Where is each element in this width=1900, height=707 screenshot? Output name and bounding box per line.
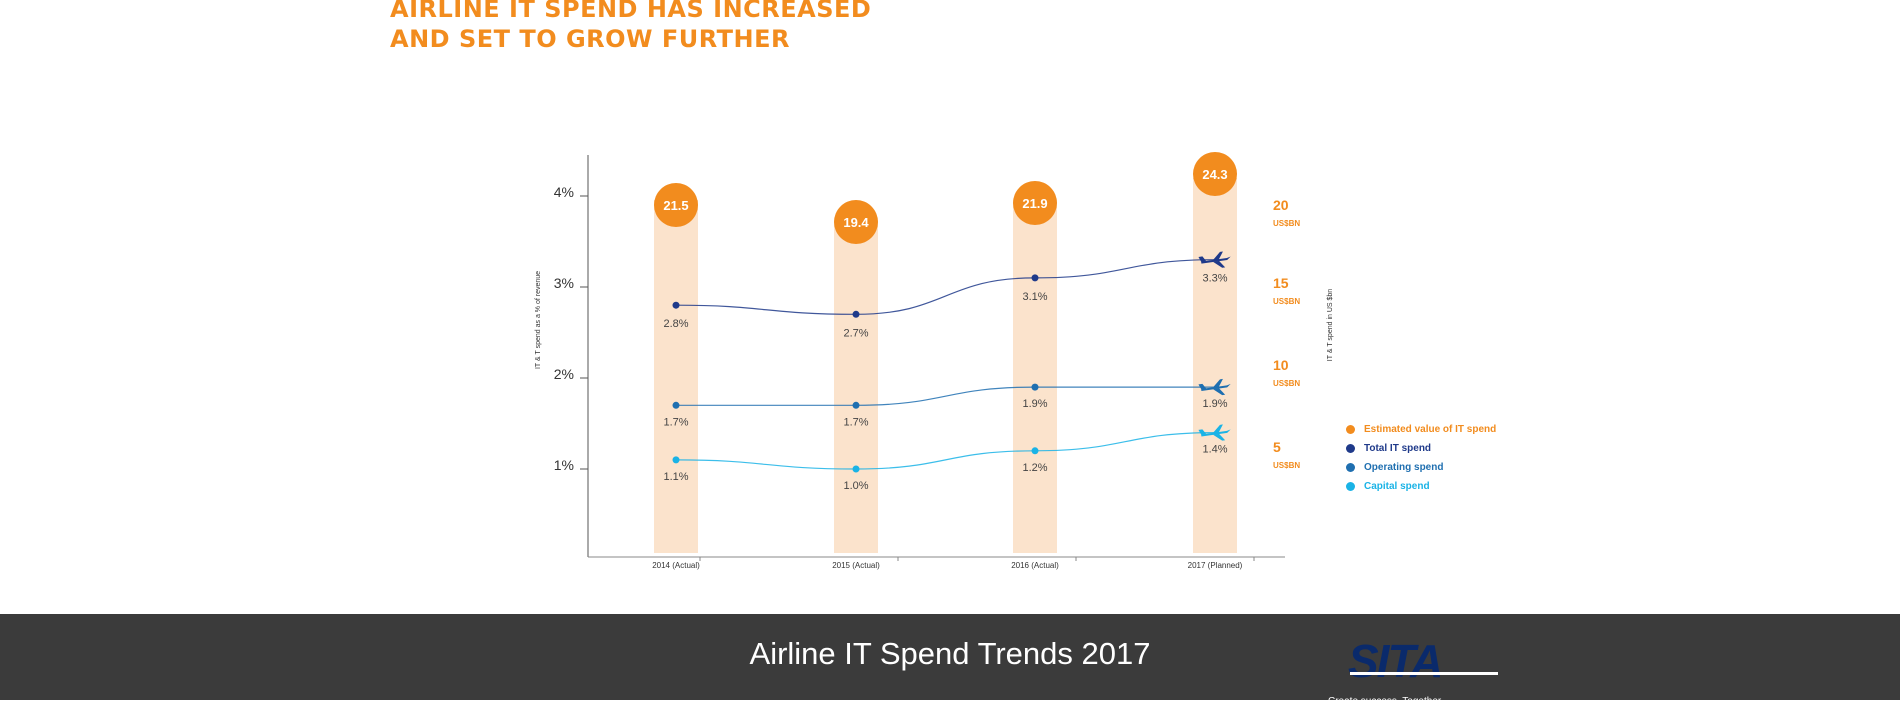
x-tick-label: 2016 (Actual) [1011, 561, 1059, 570]
legend-swatch [1346, 463, 1355, 472]
estimated-value-label: 21.5 [663, 198, 688, 213]
y2-tick-value: 15 [1273, 275, 1289, 291]
capital-spend-data-label: 1.2% [1022, 462, 1047, 474]
estimated-value-circle [654, 183, 698, 227]
capital-spend-point [852, 465, 860, 473]
capital-spend-point [672, 456, 680, 464]
legend-item-operating: Operating spend [1346, 462, 1496, 474]
operating-spend-data-label: 1.9% [1022, 398, 1047, 410]
y2-tick-unit: US$BN [1273, 297, 1300, 306]
plane-icon [1198, 378, 1231, 396]
total-it-spend-line [675, 259, 1216, 315]
capital-spend-data-label: 1.0% [843, 480, 868, 492]
y-tick-label: 3% [554, 275, 574, 291]
headline-line-2: AND SET TO GROW FURTHER [390, 25, 790, 53]
chart-legend: Estimated value of IT spend Total IT spe… [1346, 424, 1496, 500]
it-spend-chart: 4% 3% 2% 1% IT & T spend as a % of revenue 20… [535, 152, 1334, 570]
operating-spend-point [672, 401, 680, 409]
capital-spend-line [675, 432, 1216, 470]
plane-icon [1198, 251, 1231, 268]
y2-tick-value: 5 [1273, 439, 1281, 455]
y2-tick-unit: US$BN [1273, 379, 1300, 388]
estimated-value-circle [1013, 181, 1057, 225]
estimated-value-label: 24.3 [1202, 167, 1227, 182]
legend-item-estimated: Estimated value of IT spend [1346, 424, 1496, 436]
plane-icon [1198, 424, 1231, 441]
y2-tick-value: 10 [1273, 357, 1289, 373]
total-it-spend-data-label: 3.1% [1022, 291, 1047, 303]
legend-swatch [1346, 482, 1355, 491]
capital-spend-data-label: 1.4% [1202, 444, 1227, 456]
logo-stripe [1350, 672, 1498, 675]
legend-item-total: Total IT spend [1346, 443, 1496, 455]
estimated-value-circle [1193, 152, 1237, 196]
legend-label: Operating spend [1364, 462, 1444, 473]
y2-tick-unit: US$BN [1273, 219, 1300, 228]
legend-label: Total IT spend [1364, 443, 1432, 454]
y-axis-title: IT & T spend as a % of revenue [535, 271, 542, 369]
operating-spend-point [1031, 383, 1039, 391]
estimated-value-bar [1193, 178, 1237, 553]
y-tick-label: 1% [554, 457, 574, 473]
y2-axis-title: IT & T spend in US $bn [1327, 289, 1334, 361]
total-it-spend-data-label: 2.8% [663, 318, 688, 330]
legend-label: Capital spend [1364, 481, 1430, 492]
x-tick-label: 2014 (Actual) [652, 561, 700, 570]
legend-swatch [1346, 444, 1355, 453]
y-tick-label: 4% [554, 184, 574, 200]
operating-spend-line [676, 386, 1215, 406]
estimated-value-label: 21.9 [1022, 196, 1047, 211]
total-it-spend-point [1031, 274, 1039, 282]
capital-spend-data-label: 1.1% [663, 471, 688, 483]
total-it-spend-point [672, 301, 680, 309]
plane-icon-shape [1198, 378, 1231, 396]
y2-tick-unit: US$BN [1273, 461, 1300, 470]
plane-icon-shape [1198, 424, 1231, 441]
footer-banner: Airline IT Spend Trends 2017 SITA Create… [0, 614, 1900, 707]
legend-swatch [1346, 425, 1355, 434]
headline-line-1: AIRLINE IT SPEND HAS INCREASED [390, 0, 872, 23]
estimated-value-circle [834, 200, 878, 244]
operating-spend-point [852, 401, 860, 409]
legend-item-capital: Capital spend [1346, 481, 1496, 493]
total-it-spend-data-label: 3.3% [1202, 273, 1227, 285]
capital-spend-point [1031, 447, 1039, 455]
x-tick-label: 2015 (Actual) [832, 561, 880, 570]
y2-tick-value: 20 [1273, 197, 1289, 213]
legend-label: Estimated value of IT spend [1364, 424, 1497, 435]
operating-spend-data-label: 1.9% [1202, 398, 1227, 410]
estimated-value-bar [1013, 200, 1057, 553]
estimated-value-label: 19.4 [843, 215, 869, 230]
estimated-value-bar [654, 200, 698, 553]
total-it-spend-data-label: 2.7% [843, 327, 868, 339]
plane-icon-shape [1198, 251, 1231, 268]
operating-spend-data-label: 1.7% [843, 416, 868, 428]
sita-logo: SITA [1348, 635, 1443, 687]
headline: AIRLINE IT SPEND HAS INCREASED AND SET T… [390, 0, 871, 54]
estimated-value-bar [834, 220, 878, 553]
y-tick-label: 2% [554, 366, 574, 382]
logo-tagline: Create success. Together [1328, 696, 1442, 707]
operating-spend-data-label: 1.7% [663, 416, 688, 428]
footer-title: Airline IT Spend Trends 2017 [749, 636, 1151, 671]
total-it-spend-point [852, 310, 860, 318]
x-tick-label: 2017 (Planned) [1188, 561, 1243, 570]
